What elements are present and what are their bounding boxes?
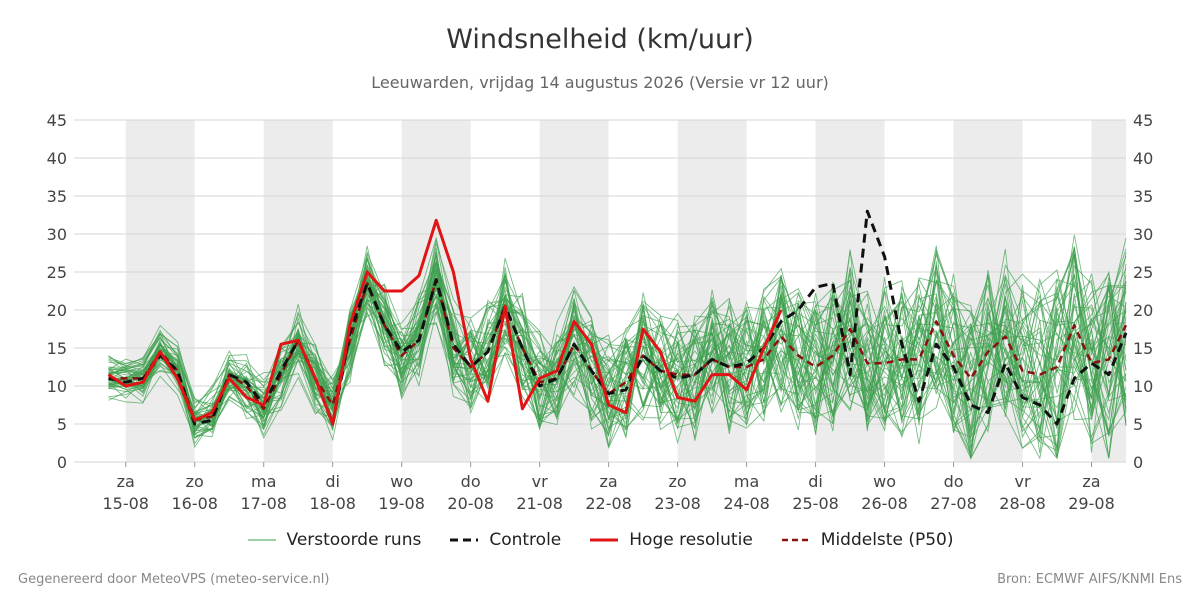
x-tick-date: 22-08: [585, 494, 632, 513]
x-tick-date: 21-08: [516, 494, 563, 513]
x-tick-day: vr: [1015, 472, 1031, 491]
x-tick-date: 26-08: [861, 494, 908, 513]
x-tick-day: do: [944, 472, 964, 491]
chart-title: Windsnelheid (km/uur): [446, 24, 754, 55]
x-tick-day: wo: [390, 472, 413, 491]
night-band: [401, 120, 471, 462]
x-tick-date: 28-08: [999, 494, 1046, 513]
footer-generated-by: Gegenereerd door MeteoVPS (meteo-service…: [18, 572, 330, 587]
legend-item-control[interactable]: Controle: [449, 530, 561, 550]
y-tick-label-left: 10: [47, 377, 67, 396]
x-tick-day: do: [461, 472, 481, 491]
x-tick-date: 25-08: [792, 494, 839, 513]
y-tick-label-left: 5: [57, 415, 67, 434]
legend-swatch-median: [781, 538, 810, 542]
night-band: [125, 120, 195, 462]
x-tick-date: 16-08: [171, 494, 218, 513]
y-tick-label-right: 20: [1133, 301, 1153, 320]
x-tick-date: 20-08: [447, 494, 494, 513]
perturbed-run-line: [108, 245, 1127, 433]
x-tick-day: zo: [186, 472, 204, 491]
y-tick-label-left: 25: [47, 263, 67, 282]
x-tick-day: wo: [873, 472, 896, 491]
x-tick-day: vr: [532, 472, 548, 491]
legend-item-perturbed[interactable]: Verstoorde runs: [247, 530, 422, 550]
x-tick-day: zo: [669, 472, 687, 491]
y-tick-label-right: 25: [1133, 263, 1153, 282]
x-tick-day: za: [117, 472, 135, 491]
x-tick-date: 29-08: [1068, 494, 1115, 513]
perturbed-run-line: [108, 262, 1127, 449]
y-tick-label-right: 5: [1133, 415, 1143, 434]
legend-label-median: Middelste (P50): [820, 530, 954, 550]
x-tick-date: 18-08: [309, 494, 356, 513]
x-tick-day: di: [325, 472, 340, 491]
y-tick-label-left: 30: [47, 225, 67, 244]
legend-swatch-high-res: [590, 538, 619, 542]
x-tick-date: 15-08: [102, 494, 149, 513]
chart-legend: Verstoorde runs Controle Hoge resolutie …: [0, 530, 1200, 550]
perturbed-run-line: [108, 257, 1127, 450]
x-tick-day: za: [600, 472, 618, 491]
y-tick-label-left: 15: [47, 339, 67, 358]
x-tick-day: ma: [251, 472, 276, 491]
x-tick-day: za: [1082, 472, 1100, 491]
perturbed-run-line: [108, 247, 1127, 438]
legend-label-high-res: Hoge resolutie: [629, 530, 753, 550]
x-tick-date: 19-08: [378, 494, 425, 513]
high-res-line: [107, 218, 783, 426]
footer-source: Bron: ECMWF AIFS/KNMI Ens: [997, 572, 1182, 587]
legend-swatch-control: [450, 538, 479, 542]
y-tick-label-right: 40: [1133, 149, 1153, 168]
y-tick-label-left: 35: [47, 187, 67, 206]
y-tick-label-right: 15: [1133, 339, 1153, 358]
perturbed-run-line: [108, 258, 1127, 460]
x-tick-day: ma: [734, 472, 759, 491]
x-tick-date: 17-08: [240, 494, 287, 513]
x-tick-date: 23-08: [654, 494, 701, 513]
y-tick-label-right: 0: [1133, 453, 1143, 472]
x-tick-date: 24-08: [723, 494, 770, 513]
control-line: [108, 209, 1128, 426]
perturbed-run-line: [108, 295, 1127, 460]
chart-subtitle: Leeuwarden, vrijdag 14 augustus 2026 (Ve…: [371, 73, 829, 92]
legend-item-median[interactable]: Middelste (P50): [781, 530, 954, 550]
y-tick-label-right: 10: [1133, 377, 1153, 396]
y-tick-label-right: 30: [1133, 225, 1153, 244]
x-tick-date: 27-08: [930, 494, 977, 513]
y-tick-label-right: 45: [1133, 111, 1153, 130]
legend-label-control: Controle: [489, 530, 562, 550]
y-tick-label-left: 40: [47, 149, 67, 168]
perturbed-run-line: [108, 254, 1127, 439]
y-tick-label-left: 20: [47, 301, 67, 320]
median-line: [108, 278, 1128, 422]
legend-swatch-perturbed: [247, 539, 276, 541]
legend-item-high-res[interactable]: Hoge resolutie: [589, 530, 753, 550]
y-tick-label-left: 45: [47, 111, 67, 130]
perturbed-run-line: [108, 251, 1127, 437]
y-tick-label-right: 35: [1133, 187, 1153, 206]
legend-label-perturbed: Verstoorde runs: [286, 530, 422, 550]
y-tick-label-left: 0: [57, 453, 67, 472]
x-tick-day: di: [808, 472, 823, 491]
